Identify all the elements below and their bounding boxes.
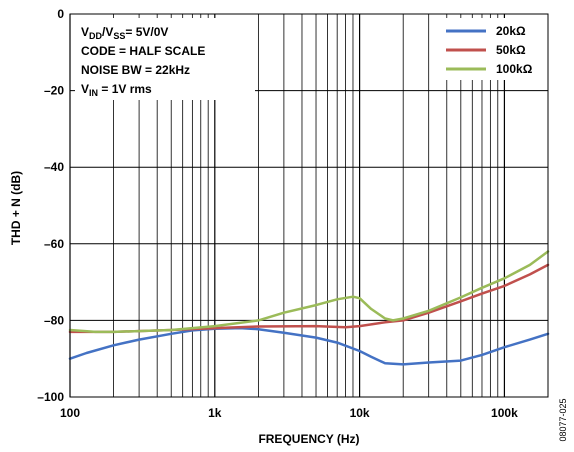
y-tick-label: –60 (44, 237, 64, 251)
x-axis-title: FREQUENCY (Hz) (258, 432, 359, 446)
condition-line: CODE = HALF SCALE (81, 44, 205, 58)
figure-id: 08077-025 (558, 398, 568, 441)
y-tick-label: 0 (57, 7, 64, 21)
y-tick-label: –100 (37, 390, 64, 404)
x-tick-label: 10k (350, 406, 370, 420)
conditions-box (75, 18, 255, 100)
series-line (68, 250, 550, 334)
series-line (68, 263, 550, 334)
legend-label: 20kΩ (496, 24, 526, 38)
series-lines (68, 250, 550, 366)
y-tick-label: –40 (44, 160, 64, 174)
series-line (68, 326, 550, 366)
x-tick-label: 100 (60, 406, 80, 420)
condition-line: VIN = 1V rms (81, 82, 152, 98)
test-conditions: VDD/VSS= 5V/0V CODE = HALF SCALE NOISE BW … (81, 25, 205, 98)
y-axis-title: THD + N (dB) (9, 171, 23, 245)
y-tick-label: –80 (44, 313, 64, 327)
x-tick-label: 1k (208, 406, 222, 420)
condition-line: VDD/VSS= 5V/0V (81, 25, 168, 41)
legend: 20kΩ 50kΩ 100kΩ (446, 24, 533, 76)
plot-frame (69, 13, 549, 398)
x-tick-label: 100k (491, 406, 518, 420)
tick-labels: 100 1k 10k 100k 0 –20 –40 –60 –80 –100 (37, 7, 518, 420)
condition-line: NOISE BW = 22kHz (81, 63, 190, 77)
legend-label: 100kΩ (496, 62, 533, 76)
y-tick-label: –20 (44, 84, 64, 98)
legend-label: 50kΩ (496, 43, 526, 57)
